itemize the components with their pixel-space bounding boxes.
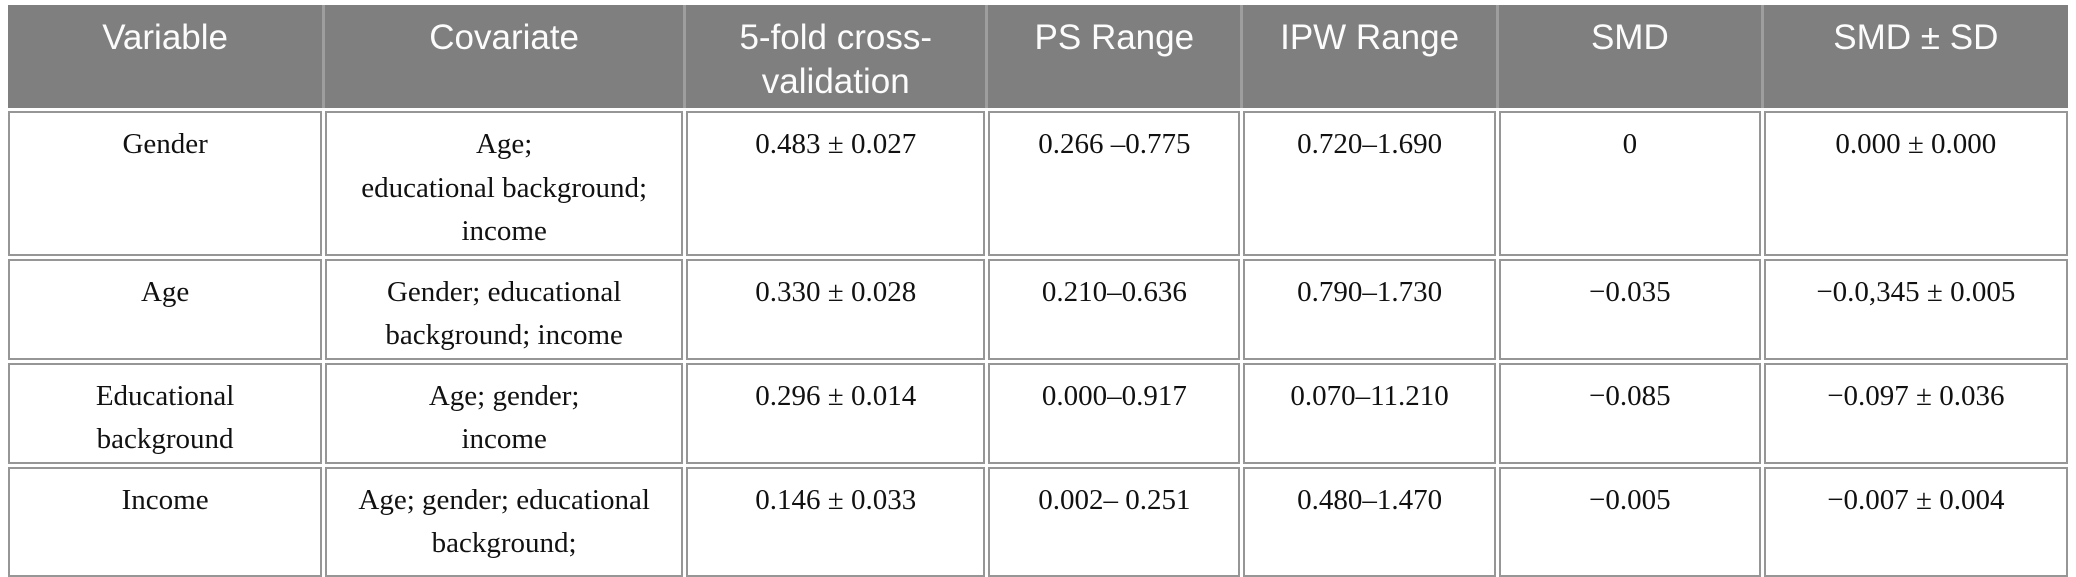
cell-ps-range: 0.266 –0.775 — [988, 111, 1241, 256]
cell-smd-sd: −0.007 ± 0.004 — [1763, 466, 2068, 577]
cell-variable: Educational background — [8, 362, 323, 464]
column-header-variable: Variable — [8, 5, 323, 108]
cell-smd: 0 — [1498, 111, 1761, 256]
cell-ps-range: 0.210–0.636 — [988, 258, 1241, 360]
cell-cv: 0.296 ± 0.014 — [686, 362, 986, 464]
cell-ipw-range: 0.070–11.210 — [1243, 362, 1496, 464]
cell-smd-sd: 0.000 ± 0.000 — [1763, 111, 2068, 256]
cell-covariate: Age; gender; income — [325, 362, 684, 464]
covariate-balance-table: Variable Covariate 5-fold cross-validati… — [8, 5, 2068, 577]
cell-ps-range: 0.000–0.917 — [988, 362, 1241, 464]
column-header-cv: 5-fold cross-validation — [686, 5, 986, 108]
cell-smd-sd: −0.097 ± 0.036 — [1763, 362, 2068, 464]
cell-variable: Gender — [8, 111, 323, 256]
column-header-smd-sd: SMD ± SD — [1763, 5, 2068, 108]
cell-variable: Income — [8, 466, 323, 577]
cell-smd: −0.085 — [1498, 362, 1761, 464]
cell-smd: −0.035 — [1498, 258, 1761, 360]
cell-cv: 0.146 ± 0.033 — [686, 466, 986, 577]
cell-cv: 0.483 ± 0.027 — [686, 111, 986, 256]
table-header-row: Variable Covariate 5-fold cross-validati… — [8, 5, 2068, 108]
column-header-ipw-range: IPW Range — [1243, 5, 1496, 108]
table-row: Gender Age; educational background; inco… — [8, 111, 2068, 256]
cell-ps-range: 0.002– 0.251 — [988, 466, 1241, 577]
cell-smd-sd: −0.0,345 ± 0.005 — [1763, 258, 2068, 360]
cell-smd: −0.005 — [1498, 466, 1761, 577]
cell-ipw-range: 0.790–1.730 — [1243, 258, 1496, 360]
column-header-ps-range: PS Range — [988, 5, 1241, 108]
cell-ipw-range: 0.720–1.690 — [1243, 111, 1496, 256]
cell-ipw-range: 0.480–1.470 — [1243, 466, 1496, 577]
table-row: Income Age; gender; educational backgrou… — [8, 466, 2068, 577]
table-row: Educational background Age; gender; inco… — [8, 362, 2068, 464]
cell-covariate: Age; gender; educational background; — [325, 466, 684, 577]
column-header-covariate: Covariate — [325, 5, 684, 108]
cell-variable: Age — [8, 258, 323, 360]
cell-covariate: Gender; educational background; income — [325, 258, 684, 360]
cell-cv: 0.330 ± 0.028 — [686, 258, 986, 360]
column-header-smd: SMD — [1498, 5, 1761, 108]
cell-covariate: Age; educational background; income — [325, 111, 684, 256]
table-row: Age Gender; educational background; inco… — [8, 258, 2068, 360]
